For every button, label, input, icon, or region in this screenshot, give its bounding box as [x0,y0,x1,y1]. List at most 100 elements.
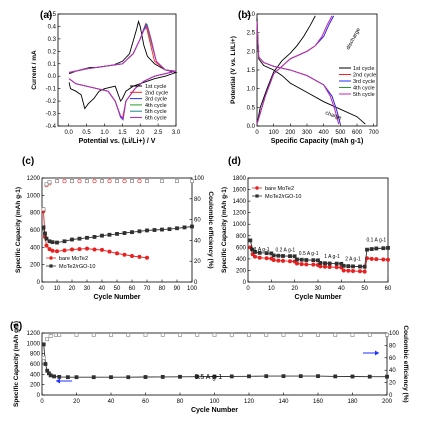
series-line-charge [256,15,335,125]
y-tick-label: 600 [236,245,247,251]
data-point [327,261,332,266]
data-point [45,337,50,342]
data-point [85,179,89,184]
data-point [62,239,67,244]
x-tick-label: 20 [69,286,76,292]
y-tick-label: 1200 [27,176,41,182]
data-point [92,179,97,184]
legend-marker [255,186,259,190]
data-point [276,253,281,258]
data-point [152,228,157,232]
data-point [137,254,142,259]
annotation-discharge: discharge [345,27,361,51]
series-line [68,25,177,120]
data-point [44,182,49,187]
data-point [53,332,58,337]
x-tick-label: 180 [347,399,358,405]
x-tick-label: 80 [159,286,166,292]
y2-axis-label: Coulombic efficiency (%) [207,191,214,268]
data-point [91,332,96,337]
panel-label: (b) [238,10,251,21]
data-point [341,263,346,268]
data-point [92,235,97,239]
data-point [212,332,217,337]
y-tick-label: 200 [236,268,247,274]
x-tick-label: 0 [40,286,44,292]
x-tick-label: 70 [144,286,151,292]
y-tick-label: 800 [30,211,41,217]
y2-tick-label: 100 [389,331,400,337]
x-tick-label: 80 [177,399,184,405]
x-tick-label: 0.0 [65,130,74,136]
data-point [44,236,49,241]
data-point [70,237,74,242]
x-tick-label: 20 [291,286,298,292]
data-point [294,261,299,266]
data-point [122,231,127,235]
x-tick-label: 200 [382,399,393,405]
y-tick-label: 1800 [233,176,247,182]
data-point [190,224,194,229]
data-point [143,332,148,337]
data-point [160,227,164,232]
y-tick-label: 2.0 [247,49,256,55]
data-point [253,250,257,254]
legend-label: 3rd cycle [145,97,167,103]
y-tick-label: 0.0 [247,124,256,130]
y-tick-label: 800 [236,234,247,240]
y-tick-label: 0.4 [48,24,57,30]
y2-tick-label: 0 [389,393,393,399]
data-point [85,246,90,251]
legend-label: 4th cycle [353,86,375,92]
data-point [351,264,355,269]
x-tick-label: 100 [269,130,280,136]
data-point [367,374,372,379]
x-tick-label: 60 [385,286,392,292]
x-tick-label: 40 [108,399,115,405]
data-point [269,251,274,256]
panel-label: (d) [228,156,241,167]
data-point [178,374,182,379]
data-point [248,238,253,243]
data-point [318,261,323,265]
chart-panel-5: (e)0 20 40 60 80 100 120 140 160 180 2000200400600… [10,321,409,414]
y-axis-label: Specific Capacity (mAh g-1) [15,187,22,273]
x-axis-label: Cycle Number [191,407,238,414]
data-point [74,332,79,337]
x-axis-label: Specific Capacity (mAh g-1) [271,138,364,145]
data-point [41,207,46,212]
annotation-rate: 0.5 A g-1 [195,374,223,381]
y-axis-label: Potential (V vs. Li/Li+) [230,36,237,104]
data-point [43,362,48,366]
x-tick-label: 3.0 [172,130,181,136]
y-tick-label: 400 [236,257,247,263]
x-axis-label: Cycle Number [93,294,140,301]
data-point [175,179,179,184]
x-tick-label: 200 [285,130,296,136]
data-point [100,247,105,252]
x-tick-label: 40 [99,286,106,292]
data-point [160,179,164,184]
data-point [48,334,53,339]
data-point [369,247,374,251]
data-point [341,268,346,273]
arrow-left-head [56,378,60,384]
data-point [126,332,131,337]
data-point [316,258,320,263]
data-point [175,226,179,231]
y-tick-label: 800 [30,352,41,358]
data-point [311,258,316,263]
y2-tick-label: 20 [389,381,396,387]
data-point [85,235,89,240]
x-tick-label: 2.5 [154,130,163,136]
y-tick-label: 0 [243,280,247,286]
data-point [109,332,113,337]
y2-tick-label: 40 [194,238,201,244]
data-point [334,261,339,266]
data-point [137,179,142,184]
data-point [374,257,379,262]
data-point [167,227,172,232]
x-tick-label: 10 [268,286,275,292]
data-point [333,332,338,337]
data-point [48,373,53,378]
